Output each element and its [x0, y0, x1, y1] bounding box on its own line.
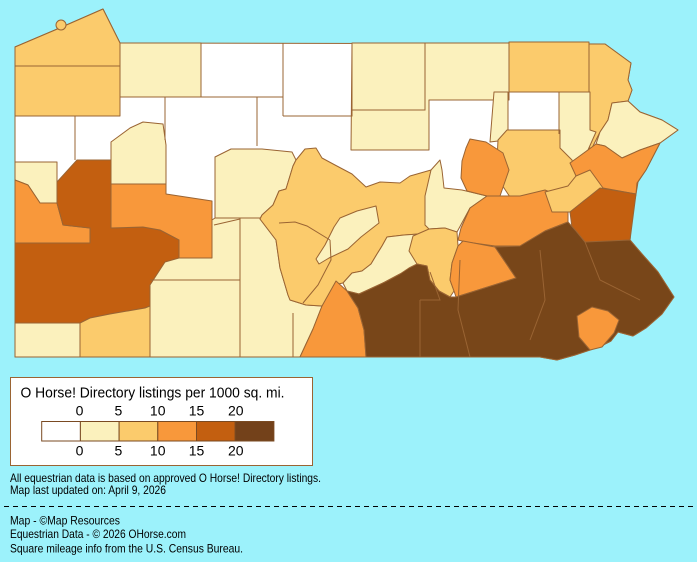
svg-text:5: 5 — [115, 443, 123, 459]
svg-text:20: 20 — [228, 443, 244, 459]
svg-text:O Horse! Directory listings pe: O Horse! Directory listings per 1000 sq.… — [21, 386, 285, 402]
svg-text:All equestrian data is based o: All equestrian data is based on approved… — [10, 471, 321, 485]
svg-text:15: 15 — [189, 403, 205, 419]
svg-text:0: 0 — [76, 443, 84, 459]
svg-text:Map - ©Map Resources: Map - ©Map Resources — [10, 513, 120, 527]
svg-text:5: 5 — [115, 403, 123, 419]
svg-text:Square mileage info from the U: Square mileage info from the U.S. Census… — [10, 541, 243, 555]
svg-text:Map last updated on: April 9,: Map last updated on: April 9, 2026 — [10, 483, 166, 497]
svg-text:15: 15 — [189, 443, 205, 459]
svg-text:Equestrian Data - © 2026 OHors: Equestrian Data - © 2026 OHorse.com — [10, 527, 186, 541]
svg-text:0: 0 — [76, 403, 84, 419]
svg-text:10: 10 — [150, 403, 166, 419]
svg-text:20: 20 — [228, 403, 244, 419]
svg-text:10: 10 — [150, 443, 166, 459]
